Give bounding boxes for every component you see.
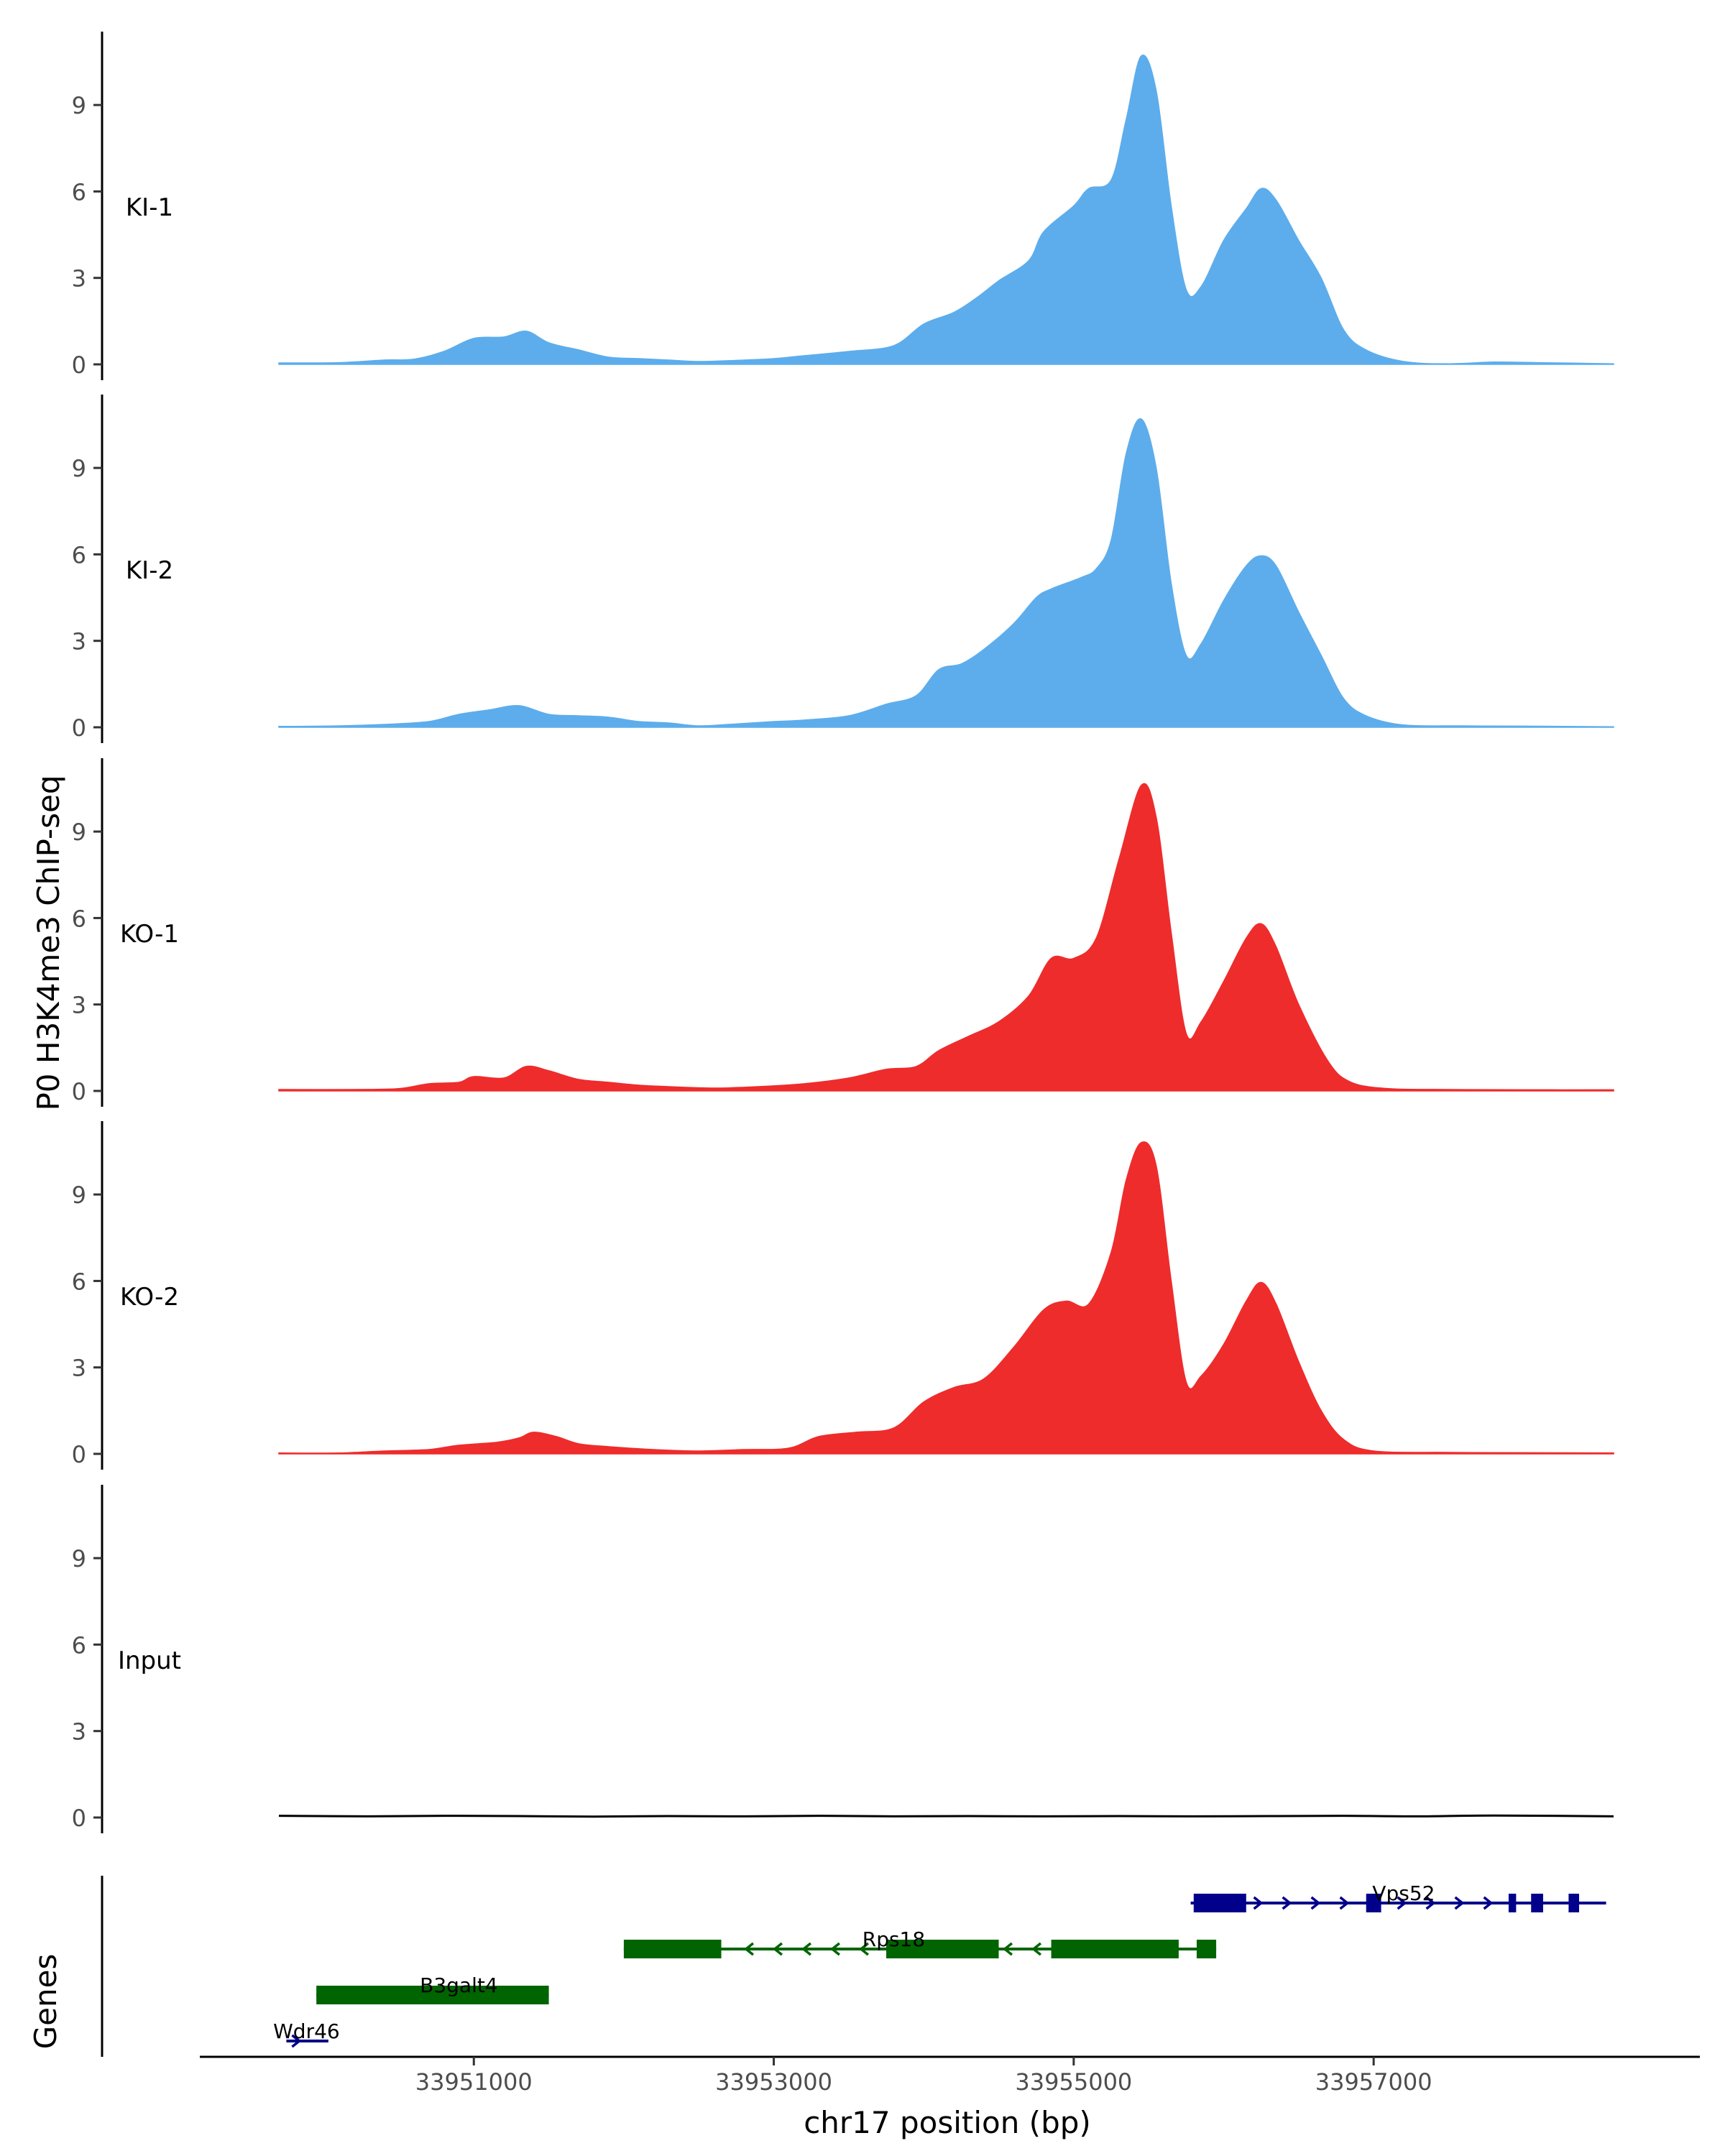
track-input: 0 3 6 9 Input [72,1485,1614,1833]
gene-track: Vps52 Rps18 B3galt4 Wdr46 [101,1876,1606,2057]
strand-chevron [1310,1896,1321,1910]
strand-chevron [1425,1896,1436,1910]
strand-chevron [1454,1896,1465,1910]
gene-exon [1366,1894,1381,1912]
y-tick-label: 6 [72,178,86,206]
track-label: KI-2 [126,556,173,585]
gene-b3galt4: B3galt4 [316,1973,549,2004]
y-tick-label: 0 [72,1078,86,1105]
gene-label: Rps18 [862,1927,925,1951]
gene-label: Vps52 [1372,1881,1435,1905]
y-tick-label: 6 [72,541,86,568]
signal-area-ki-1 [278,54,1614,365]
y-tick-label: 0 [72,714,86,742]
signal-tracks: 0 3 6 9 KI-1 0 3 6 9 KI-2 0 3 6 9 KO-1 0 3 6 9 KO-2 0 3 6 9 Inpu… [72,32,1614,1833]
y-tick-label: 6 [72,1631,86,1659]
y-tick-label: 6 [72,905,86,932]
gene-label: B3galt4 [420,1973,498,1997]
strand-chevron [1483,1896,1494,1910]
strand-chevron [1253,1896,1264,1910]
y-tick-label: 9 [72,819,86,846]
track-ki-2: 0 3 6 9 KI-2 [72,395,1614,743]
track-label: Input [118,1646,181,1675]
strand-chevron [859,1942,869,1956]
gene-exon [1531,1894,1543,1912]
gene-exon [1193,1894,1246,1912]
y-tick-label: 3 [72,1355,86,1382]
y-tick-label: 3 [72,628,86,655]
y-tick-label: 9 [72,1181,86,1209]
y-tick-label: 0 [72,1805,86,1832]
y-tick-label: 0 [72,351,86,379]
x-tick-label: 33951000 [415,2068,533,2096]
track-ko-1: 0 3 6 9 KO-1 [72,758,1614,1107]
y-axis-label: P0 H3K4me3 ChIP-seq [31,775,66,1110]
track-ko-2: 0 3 6 9 KO-2 [72,1121,1614,1470]
strand-chevron [1003,1942,1013,1956]
genes-track-label: Genes [28,1954,63,2050]
x-axis: 33951000 33953000 33955000 33957000 [200,2055,1700,2096]
gene-exon [1568,1894,1580,1912]
y-tick-label: 3 [72,992,86,1019]
gene-label: Wdr46 [273,2019,340,2043]
strand-chevron [801,1942,811,1956]
gene-exon [623,1940,722,1958]
strand-chevron [1397,1896,1407,1910]
gene-exon [1051,1940,1179,1958]
track-label: KI-1 [126,193,173,222]
signal-line-input [278,1814,1614,1818]
signal-area-ko-1 [278,783,1614,1092]
strand-chevron [1339,1896,1350,1910]
x-tick-label: 33955000 [1015,2068,1132,2096]
signal-area-ki-2 [278,418,1614,728]
y-tick-label: 9 [72,92,86,119]
track-label: KO-1 [120,920,179,949]
track-label: KO-2 [120,1283,179,1312]
x-tick-label: 33957000 [1315,2068,1432,2096]
y-tick-label: 3 [72,1718,86,1746]
x-tick-label: 33953000 [715,2068,832,2096]
y-tick-label: 9 [72,1545,86,1572]
strand-chevron [744,1942,754,1956]
signal-area-ko-2 [278,1141,1614,1455]
y-tick-label: 9 [72,455,86,482]
y-tick-label: 6 [72,1268,86,1295]
y-tick-label: 0 [72,1441,86,1468]
y-tick-label: 3 [72,265,86,292]
gene-vps52: Vps52 [1190,1881,1606,1912]
gene-exon [316,1986,549,2004]
gene-exon [1196,1940,1217,1958]
track-ki-1: 0 3 6 9 KI-1 [72,32,1614,380]
strand-chevron [291,2034,302,2048]
strand-chevron [1282,1896,1292,1910]
x-axis-label: chr17 position (bp) [804,2105,1091,2140]
strand-chevron [1031,1942,1041,1956]
gene-exon [1508,1894,1517,1912]
gene-rps18: Rps18 [623,1927,1217,1958]
gene-wdr46: Wdr46 [273,2019,340,2048]
strand-chevron [773,1942,783,1956]
gene-exon [886,1940,999,1958]
strand-chevron [830,1942,840,1956]
